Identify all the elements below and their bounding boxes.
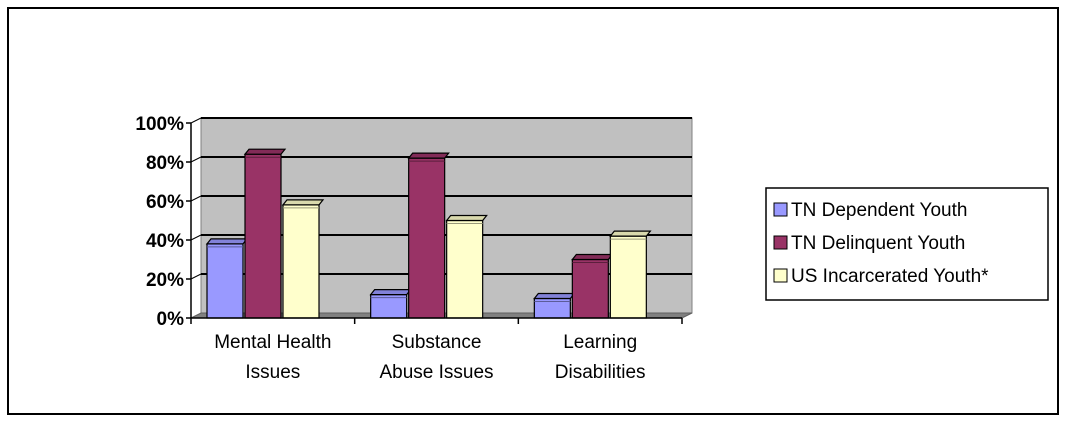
bar: [244, 153, 282, 319]
legend-label: TN Dependent Youth: [791, 200, 967, 221]
bar-top: [281, 199, 325, 206]
bar: [571, 258, 609, 319]
legend: TN Dependent Youth TN Delinquent Youth US …: [765, 187, 1049, 301]
x-category-label: Disabilities: [555, 362, 646, 383]
gridline-side: [190, 156, 202, 163]
bar-top: [243, 148, 287, 155]
bar-top: [407, 152, 450, 159]
x-category-label: Mental Health: [214, 332, 331, 353]
bar-top: [571, 253, 614, 261]
bar: [206, 243, 244, 319]
bar: [609, 235, 647, 319]
gridline-side: [190, 273, 202, 280]
x-category-label: Learning: [563, 332, 637, 353]
bar-top: [445, 214, 488, 222]
y-tick-label: 60%: [146, 192, 184, 213]
legend-swatch: [773, 202, 788, 217]
y-tick-label: 80%: [146, 153, 184, 174]
x-category-label: Substance: [392, 332, 482, 353]
legend-swatch: [773, 268, 788, 283]
gridline-side: [190, 234, 202, 241]
bar: [282, 204, 320, 319]
legend-swatch: [773, 235, 788, 250]
x-category-label: Abuse Issues: [379, 362, 493, 383]
bar: [446, 219, 484, 319]
bar-top: [369, 289, 412, 296]
axes: 0% 20% 40% 60% 80% 100% Mental Health Issues Sub…: [135, 114, 683, 383]
y-tick-label: 40%: [146, 231, 184, 252]
x-category-label: Issues: [245, 362, 300, 383]
bar-top: [533, 292, 576, 300]
gridline-side: [190, 117, 202, 124]
y-tick-label: 20%: [146, 270, 184, 291]
bars: [205, 148, 652, 319]
legend-label: TN Delinquent Youth: [791, 233, 965, 254]
bar: [370, 294, 408, 319]
bar: [408, 157, 446, 319]
bar-top: [205, 238, 249, 245]
y-tick-label: 0%: [157, 309, 185, 330]
legend-box: [765, 187, 1049, 301]
legend-label: US Incarcerated Youth*: [791, 266, 989, 287]
y-tick-label: 100%: [135, 114, 184, 135]
gridline-side: [190, 195, 202, 202]
bar-top: [609, 230, 652, 237]
